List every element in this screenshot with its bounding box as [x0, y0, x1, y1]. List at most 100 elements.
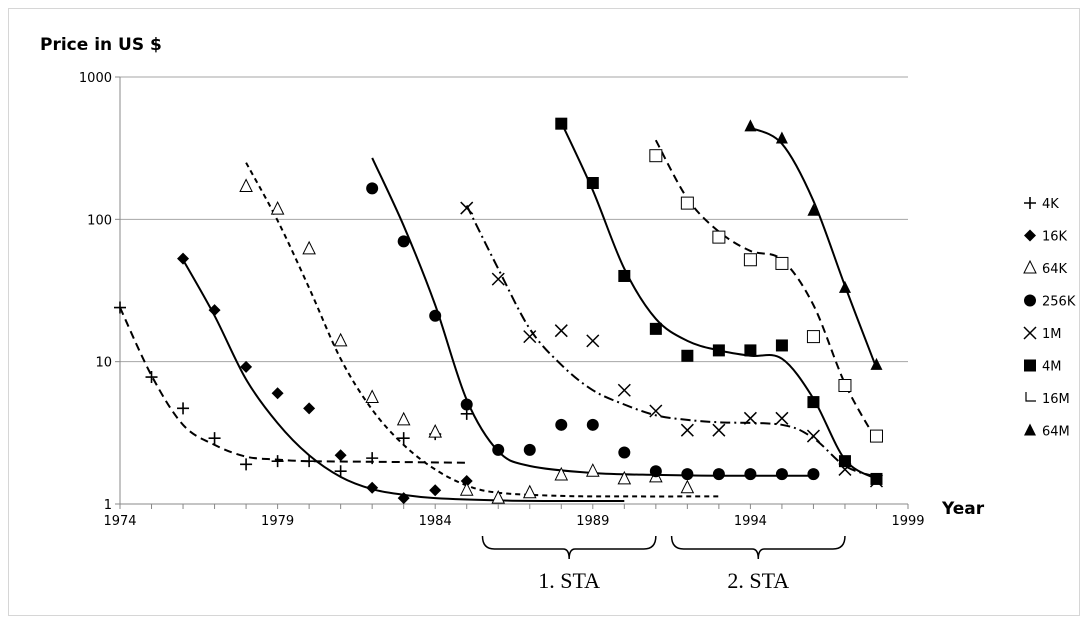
marker-1m [460, 201, 474, 215]
legend-label-4k: 4K [1042, 197, 1059, 212]
marker-64k [491, 489, 506, 504]
trend-line-1m [465, 205, 877, 478]
legend-marker-4k [1024, 197, 1036, 209]
trend-line-64k [245, 162, 719, 498]
marker-64k [554, 466, 569, 481]
marker-64m [870, 357, 883, 370]
marker-256k [618, 446, 631, 459]
data-markers [114, 117, 884, 505]
legend-marker-1m [1023, 326, 1037, 340]
marker-4k [114, 301, 126, 314]
marker-64k [428, 423, 443, 438]
marker-64k [522, 484, 537, 499]
x-tick-label: 1994 [734, 514, 767, 529]
legend-marker-16m [1025, 392, 1036, 402]
marker-64k [333, 332, 348, 347]
marker-16m [806, 330, 820, 344]
marker-4m [712, 344, 725, 357]
marker-16k [303, 402, 316, 415]
marker-4k [145, 371, 158, 384]
legend-label-64k: 64K [1042, 262, 1068, 277]
marker-64k [396, 411, 411, 426]
marker-256k [366, 182, 379, 195]
marker-1m [649, 404, 663, 418]
marker-64m [744, 119, 757, 132]
marker-16k [397, 492, 410, 505]
legend-marker-16k [1024, 229, 1036, 242]
marker-64k [302, 240, 316, 255]
marker-4k [366, 452, 379, 465]
chart-frame [8, 8, 1080, 616]
legend-marker-64m [1024, 423, 1036, 436]
x-axis-title: Year [941, 499, 985, 519]
legend-label-1m: 1M [1042, 327, 1062, 342]
axes: 1 10 100 1000 1974 1979 1984 1989 1994 1999 [79, 71, 925, 529]
marker-16k [334, 449, 347, 462]
marker-4k [271, 455, 284, 468]
y-tick-label: 1 [104, 498, 112, 513]
trend-line-64m [749, 126, 878, 369]
marker-4m [807, 396, 820, 409]
x-tick-label: 1979 [261, 514, 294, 529]
sta-annotations: 1. STA 2. STA [481, 535, 846, 593]
legend-marker-4m [1024, 359, 1036, 372]
marker-64k [459, 482, 474, 496]
marker-256k [744, 468, 757, 481]
marker-256k [555, 418, 568, 431]
y-axis-title: Price in US $ [40, 35, 162, 55]
marker-4m [870, 472, 883, 485]
gridlines [120, 76, 908, 363]
marker-1m [586, 334, 600, 348]
marker-16m [743, 253, 757, 267]
marker-64k [239, 178, 253, 193]
marker-64k [365, 389, 379, 404]
marker-4m [775, 339, 788, 352]
marker-16m [838, 379, 852, 393]
marker-4m [744, 344, 757, 357]
sta-label-2: 2. STA [727, 568, 789, 593]
marker-1m [680, 423, 694, 437]
marker-16k [208, 304, 221, 317]
marker-4k [397, 432, 410, 445]
marker-4m [649, 322, 662, 335]
marker-1m [617, 383, 631, 397]
marker-256k [429, 309, 442, 322]
y-tick-label: 10 [95, 356, 112, 371]
marker-1m [523, 330, 537, 344]
legend-label-16k: 16K [1042, 230, 1068, 245]
marker-256k [397, 235, 410, 248]
x-tick-label: 1984 [419, 514, 452, 529]
marker-256k [681, 468, 694, 481]
marker-1m [775, 411, 789, 425]
marker-16m [869, 429, 883, 443]
marker-16k [177, 252, 190, 265]
marker-16m [649, 149, 663, 163]
marker-256k [649, 465, 662, 478]
x-tick-label: 1999 [891, 514, 924, 529]
marker-16k [240, 360, 253, 373]
marker-4k [208, 432, 221, 445]
marker-64k [270, 200, 285, 215]
marker-64m [775, 131, 788, 144]
marker-256k [586, 418, 599, 431]
marker-16m [680, 196, 694, 210]
x-tick-label: 1989 [576, 514, 609, 529]
marker-4m [555, 117, 568, 130]
marker-256k [492, 443, 505, 456]
legend-label-16m: 16M [1042, 392, 1070, 407]
marker-64m [838, 280, 851, 293]
marker-64k [680, 479, 695, 494]
marker-4k [177, 402, 190, 415]
marker-16m [712, 230, 726, 244]
sta-label-1: 1. STA [538, 568, 600, 593]
marker-16k [460, 475, 473, 488]
marker-16k [271, 387, 284, 400]
marker-256k [807, 468, 820, 481]
marker-1m [491, 272, 505, 286]
marker-1m [712, 423, 726, 437]
marker-256k [460, 398, 473, 411]
marker-4m [681, 349, 694, 362]
marker-4m [618, 269, 631, 282]
legend-marker-64k [1023, 259, 1037, 274]
